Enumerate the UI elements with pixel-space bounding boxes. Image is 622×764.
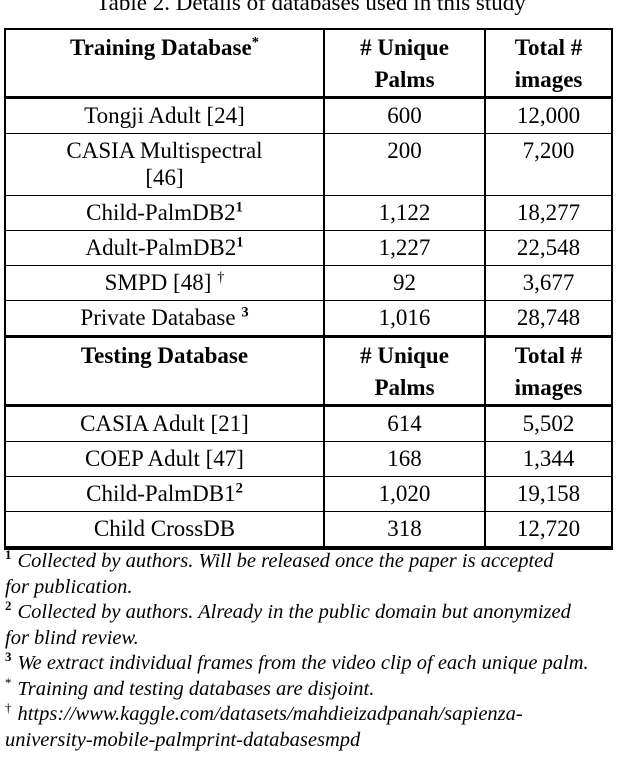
footnote-text: Collected by authors. Already in the pub… (5, 601, 571, 649)
unique-palms-cell: 600 (323, 97, 486, 134)
database-name-cell: CASIA Multispectral [46] (4, 133, 325, 196)
database-name-cell: Private Database 3 (4, 300, 325, 337)
unique-palms-cell: 1,016 (323, 300, 486, 337)
database-name-cell: Child CrossDB (4, 511, 325, 549)
footnote-marker: 3 (5, 649, 12, 665)
footnote-text: Training and testing databases are disjo… (17, 677, 375, 700)
footnote-item: 2 Collected by authors. Already in the pu… (5, 598, 618, 651)
total-images-cell: 12,720 (484, 511, 613, 549)
table-row: Testing Database # Unique Palms Total # … (4, 335, 613, 407)
footnote-text: Collected by authors. Will be released o… (5, 550, 554, 598)
unique-palms-cell: 168 (323, 441, 486, 477)
table-row: Adult-PalmDB21 1,227 22,548 (4, 230, 613, 266)
database-name-cell: SMPD [48] † (4, 265, 325, 301)
table-row: Tongji Adult [24] 600 12,000 (4, 97, 613, 134)
footnote-url-text: https://www.kaggle.com/datasets/mahdieiz… (5, 703, 523, 751)
total-images-cell: 3,677 (484, 265, 613, 301)
database-name: Child-PalmDB2 (86, 200, 236, 225)
table-row: Child-PalmDB21 1,122 18,277 (4, 195, 613, 231)
training-database-header-cell: Training Database* (4, 28, 325, 99)
testing-database-header-cell: Testing Database (4, 335, 325, 407)
database-name-cell: COEP Adult [47] (4, 441, 325, 477)
table-row: COEP Adult [47] 168 1,344 (4, 441, 613, 477)
asterisk-footnote-marker: * (251, 34, 259, 51)
database-name: Adult-PalmDB2 (85, 235, 237, 260)
table-row: Private Database 3 1,016 28,748 (4, 300, 613, 337)
table-row: Child CrossDB 318 12,720 (4, 511, 613, 549)
unique-palms-cell: 1,227 (323, 230, 486, 266)
database-name: CASIA Adult [21] (80, 411, 249, 436)
total-images-cell: 22,548 (484, 230, 613, 266)
table-row: SMPD [48] † 92 3,677 (4, 265, 613, 301)
asterisk-footnote-marker: * (5, 674, 12, 690)
database-name: Child-PalmDB1 (86, 481, 236, 506)
table-row: Child-PalmDB12 1,020 19,158 (4, 476, 613, 512)
total-images-header-cell: Total # images (484, 335, 613, 407)
dagger-footnote-marker: † (5, 700, 12, 716)
dagger-footnote-marker: † (217, 269, 225, 286)
total-images-cell: 7,200 (484, 133, 613, 196)
unique-palms-cell: 1,020 (323, 476, 486, 512)
footnote-marker: 2 (235, 480, 243, 497)
total-images-cell: 5,502 (484, 405, 613, 442)
database-name-cell: Adult-PalmDB21 (4, 230, 325, 266)
unique-palms-cell: 200 (323, 133, 486, 196)
header-label: Testing Database (80, 343, 249, 368)
header-label: Training Database (70, 35, 252, 60)
footnote-item: 3 We extract individual frames from the v… (5, 649, 618, 677)
databases-table: Training Database* # Unique Palms Total … (4, 28, 613, 550)
total-images-cell: 12,000 (484, 97, 613, 134)
footnote-item: 1 Collected by authors. Will be released … (5, 547, 618, 600)
table-row: CASIA Adult [21] 614 5,502 (4, 405, 613, 442)
footnote-marker: 1 (5, 547, 12, 563)
footnote-marker: 1 (236, 234, 244, 251)
database-name: SMPD [48] (104, 270, 218, 295)
table-caption: Table 2. Details of databases used in th… (96, 0, 526, 15)
database-name: CASIA Multispectral [46] (66, 138, 263, 190)
database-name-cell: CASIA Adult [21] (4, 405, 325, 442)
footnote-marker: 2 (5, 598, 12, 614)
table-row: Training Database* # Unique Palms Total … (4, 28, 613, 99)
database-name: Private Database (80, 305, 242, 330)
total-images-cell: 1,344 (484, 441, 613, 477)
unique-palms-header-cell: # Unique Palms (323, 335, 486, 407)
total-images-cell: 28,748 (484, 300, 613, 337)
footnote-item: † https://www.kaggle.com/datasets/mahdiei… (5, 700, 618, 753)
database-name: Tongji Adult [24] (84, 103, 245, 128)
unique-palms-header-cell: # Unique Palms (323, 28, 486, 99)
unique-palms-cell: 318 (323, 511, 486, 549)
footnotes-block: 1 Collected by authors. Will be released … (5, 547, 618, 753)
footnote-item: * Training and testing databases are disj… (5, 674, 618, 703)
table-row: CASIA Multispectral [46] 200 7,200 (4, 133, 613, 196)
unique-palms-cell: 92 (323, 265, 486, 301)
unique-palms-cell: 614 (323, 405, 486, 442)
footnote-marker: 1 (235, 199, 243, 216)
total-images-cell: 19,158 (484, 476, 613, 512)
database-name: Child CrossDB (93, 516, 236, 541)
database-name: COEP Adult [47] (85, 446, 244, 471)
database-name-cell: Child-PalmDB21 (4, 195, 325, 231)
total-images-header-cell: Total # images (484, 28, 613, 99)
unique-palms-cell: 1,122 (323, 195, 486, 231)
total-images-cell: 18,277 (484, 195, 613, 231)
footnote-text: We extract individual frames from the vi… (17, 652, 589, 674)
database-name-cell: Child-PalmDB12 (4, 476, 325, 512)
footnote-marker: 3 (241, 304, 249, 321)
database-name-cell: Tongji Adult [24] (4, 97, 325, 134)
